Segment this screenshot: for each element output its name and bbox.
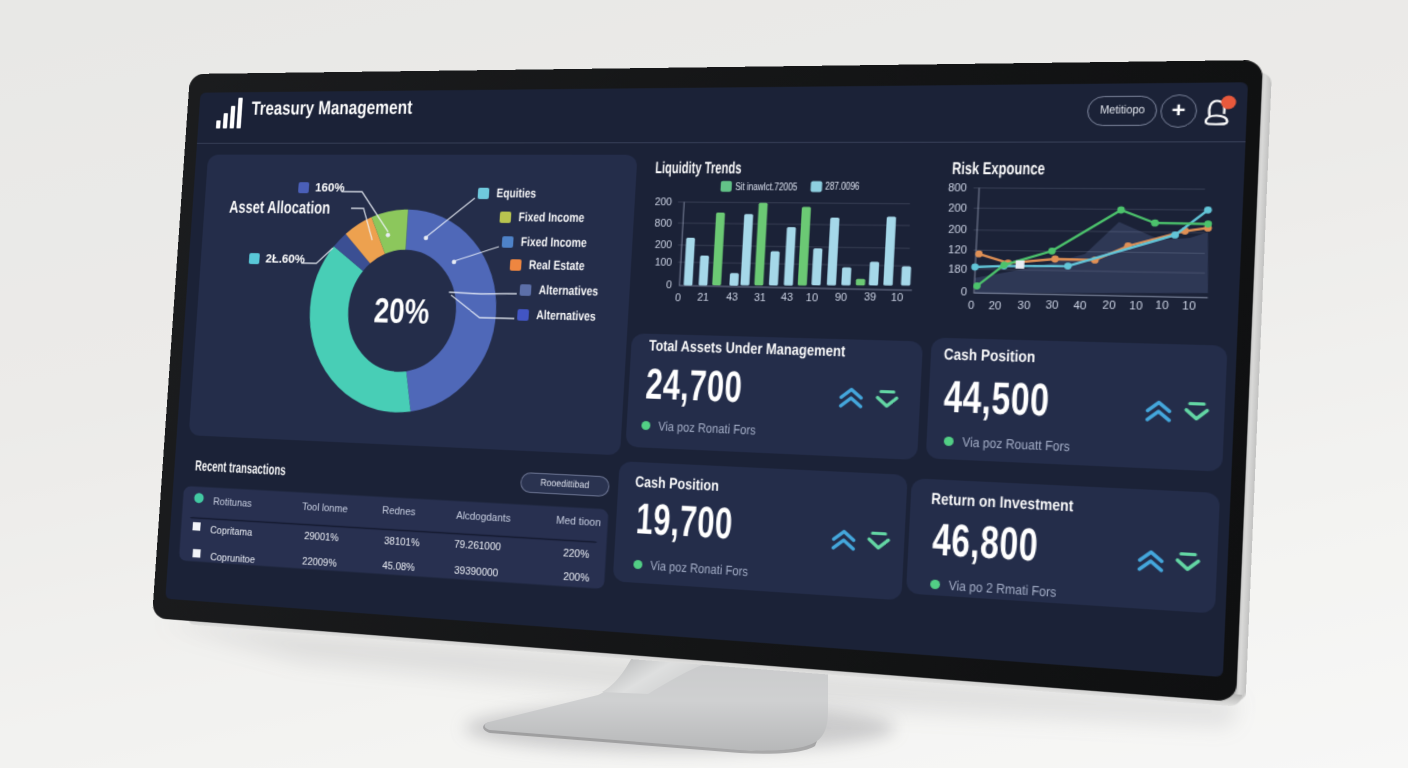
- svg-text:79.261000: 79.261000: [454, 539, 501, 553]
- svg-text:Tool lonme: Tool lonme: [302, 501, 348, 515]
- svg-text:20: 20: [988, 299, 1001, 311]
- svg-text:22009%: 22009%: [302, 555, 337, 568]
- svg-text:39: 39: [864, 291, 877, 303]
- svg-text:0: 0: [968, 299, 975, 311]
- svg-text:39390000: 39390000: [454, 565, 499, 579]
- svg-text:90: 90: [835, 291, 848, 303]
- svg-text:800: 800: [654, 217, 672, 229]
- svg-text:200: 200: [948, 224, 967, 236]
- svg-text:180: 180: [948, 263, 967, 275]
- svg-text:30: 30: [1045, 299, 1059, 311]
- svg-text:200%: 200%: [563, 571, 590, 584]
- svg-text:Rotitunas: Rotitunas: [213, 496, 253, 509]
- svg-text:20: 20: [1102, 299, 1116, 311]
- svg-text:38101%: 38101%: [384, 535, 420, 548]
- svg-text:0: 0: [666, 279, 672, 291]
- svg-text:21: 21: [697, 292, 709, 304]
- svg-text:220%: 220%: [563, 547, 590, 560]
- svg-text:40: 40: [1073, 299, 1087, 311]
- svg-text:100: 100: [654, 256, 672, 268]
- svg-text:20%: 20%: [373, 293, 431, 332]
- svg-text:120: 120: [948, 244, 967, 256]
- svg-text:43: 43: [781, 292, 794, 304]
- svg-text:Rednes: Rednes: [382, 505, 416, 518]
- svg-text:10: 10: [806, 292, 819, 304]
- svg-text:287.0096: 287.0096: [825, 181, 860, 193]
- svg-text:45.08%: 45.08%: [382, 560, 415, 573]
- svg-text:10: 10: [890, 291, 903, 303]
- svg-text:10: 10: [1155, 299, 1169, 312]
- svg-text:0: 0: [960, 286, 967, 298]
- svg-text:800: 800: [948, 182, 967, 194]
- svg-text:29001%: 29001%: [304, 530, 339, 543]
- svg-text:Sit inawlct.72005: Sit inawlct.72005: [735, 181, 798, 193]
- svg-text:200: 200: [654, 196, 672, 207]
- svg-text:0: 0: [675, 292, 681, 304]
- svg-text:Copritama: Copritama: [210, 524, 253, 537]
- svg-text:43: 43: [726, 292, 738, 304]
- svg-text:Coprunitoe: Coprunitoe: [210, 551, 255, 565]
- svg-text:31: 31: [754, 292, 767, 304]
- svg-text:200: 200: [654, 239, 672, 251]
- svg-text:30: 30: [1017, 299, 1030, 311]
- svg-text:Med tioon: Med tioon: [556, 515, 601, 529]
- svg-text:10: 10: [1182, 299, 1196, 312]
- svg-text:200: 200: [948, 202, 967, 214]
- svg-text:Alcdogdants: Alcdogdants: [456, 510, 512, 524]
- svg-text:10: 10: [1129, 299, 1143, 312]
